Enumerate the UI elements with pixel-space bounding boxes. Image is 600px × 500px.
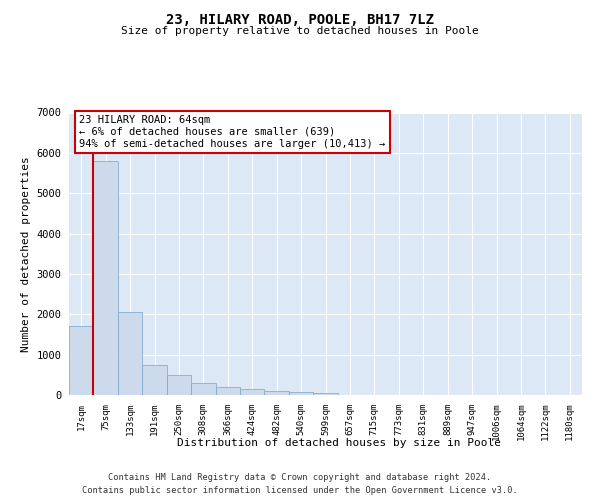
Text: Contains public sector information licensed under the Open Government Licence v3: Contains public sector information licen…	[82, 486, 518, 495]
Bar	[94, 161, 118, 395]
Bar	[313, 393, 338, 395]
Bar	[215, 387, 240, 395]
Text: 23 HILARY ROAD: 64sqm
← 6% of detached houses are smaller (639)
94% of semi-deta: 23 HILARY ROAD: 64sqm ← 6% of detached h…	[79, 116, 386, 148]
Text: Contains HM Land Registry data © Crown copyright and database right 2024.: Contains HM Land Registry data © Crown c…	[109, 472, 491, 482]
Text: 23, HILARY ROAD, POOLE, BH17 7LZ: 23, HILARY ROAD, POOLE, BH17 7LZ	[166, 12, 434, 26]
Text: Size of property relative to detached houses in Poole: Size of property relative to detached ho…	[121, 26, 479, 36]
Bar	[240, 390, 265, 395]
Bar	[191, 383, 215, 395]
Bar	[118, 312, 142, 395]
Y-axis label: Number of detached properties: Number of detached properties	[21, 156, 31, 352]
Text: Distribution of detached houses by size in Poole: Distribution of detached houses by size …	[177, 438, 501, 448]
Bar	[142, 364, 167, 395]
Bar	[69, 326, 94, 395]
Bar	[265, 391, 289, 395]
Bar	[167, 375, 191, 395]
Bar	[289, 392, 313, 395]
